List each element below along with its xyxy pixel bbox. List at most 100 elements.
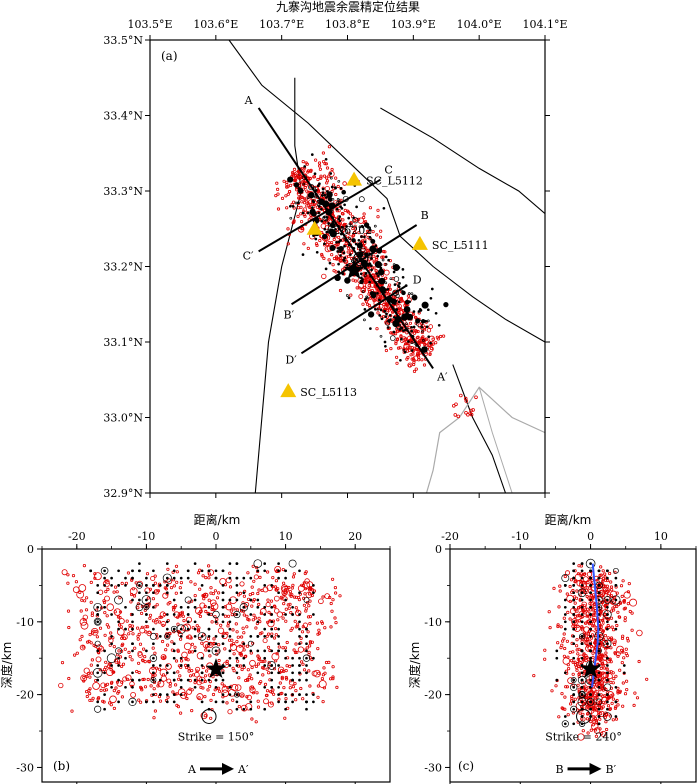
catalog-event	[325, 230, 329, 234]
relocated-event	[300, 175, 304, 180]
relocated-event	[98, 668, 102, 672]
catalog-event	[263, 685, 267, 689]
catalog-event	[563, 613, 567, 616]
relocated-event	[334, 192, 338, 197]
catalog-event	[589, 693, 592, 696]
catalog-event	[221, 678, 225, 682]
relocated-event	[175, 570, 179, 574]
catalog-event	[392, 264, 400, 271]
relocated-event	[582, 572, 586, 577]
border-line	[478, 387, 513, 493]
catalog-event	[158, 693, 162, 696]
relocated-event	[351, 233, 356, 237]
relocated-event	[381, 249, 386, 254]
catalog-event	[324, 157, 328, 161]
relocated-event	[196, 693, 204, 701]
relocated-event	[599, 706, 603, 710]
y-tick-label: -20	[424, 689, 442, 702]
panel-a-frame	[149, 39, 546, 494]
relocated-event	[249, 685, 255, 691]
relocated-event	[176, 670, 180, 674]
relocated-event	[180, 659, 184, 663]
strike-label: Strike = 240°	[545, 730, 622, 743]
relocated-event	[66, 573, 70, 577]
catalog-event	[110, 635, 113, 638]
relocated-event	[204, 575, 208, 580]
relocated-event	[632, 703, 636, 708]
relocated-event	[155, 603, 159, 607]
catalog-event	[376, 291, 379, 295]
relocated-event	[118, 618, 125, 625]
catalog-event	[328, 261, 332, 265]
relocated-event	[610, 701, 614, 706]
catalog-event	[367, 311, 375, 318]
catalog-event	[291, 605, 294, 609]
catalog-event	[312, 591, 315, 595]
relocated-event	[609, 680, 613, 685]
catalog-event	[580, 620, 584, 624]
relocated-event	[412, 362, 416, 367]
catalog-event	[426, 319, 430, 323]
relocated-event	[277, 697, 281, 701]
relocated-event	[611, 601, 615, 605]
catalog-event	[367, 264, 370, 267]
catalog-event	[415, 319, 424, 327]
relocated-event	[97, 696, 101, 700]
catalog-event	[291, 613, 294, 616]
relocated-event	[398, 346, 402, 350]
relocated-event	[78, 590, 82, 595]
catalog-event	[284, 656, 287, 660]
catalog-event	[400, 337, 403, 341]
relocated-event	[426, 328, 432, 333]
relocated-event	[257, 656, 261, 660]
relocated-event	[291, 200, 296, 204]
relocated-event	[180, 612, 184, 616]
catalog-event	[165, 562, 169, 565]
relocated-event	[284, 668, 288, 673]
catalog-event	[360, 224, 364, 228]
panel-b-label: (b)	[53, 759, 70, 773]
relocated-event	[325, 166, 330, 170]
catalog-event	[263, 656, 267, 660]
relocated-event	[579, 572, 583, 576]
relocated-event	[106, 587, 110, 592]
relocated-event	[585, 645, 592, 652]
relocated-event	[276, 192, 280, 196]
relocated-event	[225, 701, 229, 705]
catalog-event	[193, 649, 197, 653]
relocated-event	[193, 593, 197, 598]
catalog-event	[563, 722, 567, 726]
catalog-event	[298, 635, 301, 638]
catalog-event	[429, 296, 433, 300]
catalog-event	[614, 584, 618, 587]
catalog-event	[572, 678, 576, 682]
catalog-event	[158, 584, 162, 587]
catalog-event	[172, 656, 176, 660]
catalog-event	[179, 627, 183, 631]
relocated-event	[201, 665, 205, 670]
relocated-event	[151, 619, 156, 623]
relocated-event	[88, 687, 92, 691]
relocated-event	[314, 242, 319, 246]
relocated-event	[405, 323, 409, 327]
relocated-event	[274, 194, 278, 198]
catalog-event	[103, 693, 106, 696]
relocated-event	[290, 586, 294, 590]
relocated-event	[464, 410, 468, 415]
relocated-event	[398, 307, 403, 312]
relocated-event	[185, 696, 189, 701]
relocated-event	[603, 654, 607, 658]
fault-line	[380, 107, 545, 215]
relocated-event	[286, 192, 290, 196]
relocated-event	[575, 609, 579, 613]
relocated-event	[592, 619, 597, 623]
catalog-event	[297, 187, 304, 194]
catalog-event	[214, 576, 218, 580]
catalog-event	[572, 627, 576, 631]
relocated-event	[82, 675, 86, 680]
catalog-event	[421, 330, 424, 333]
relocated-event	[606, 623, 610, 628]
catalog-event	[335, 207, 339, 211]
relocated-event	[146, 677, 150, 682]
relocated-event	[327, 258, 331, 262]
